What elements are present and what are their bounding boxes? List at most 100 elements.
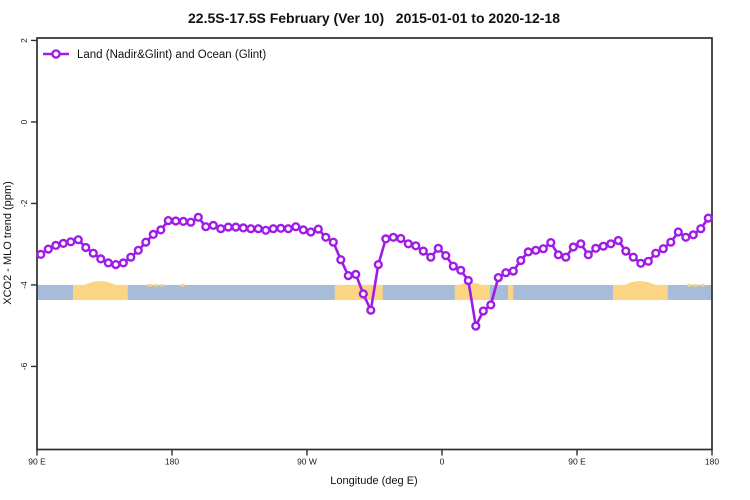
chart-title: 22.5S-17.5S February (Ver 10) 2015-01-01…: [188, 10, 560, 26]
data-point-marker: [343, 271, 353, 281]
data-point-marker: [208, 220, 218, 231]
data-point-marker: [306, 227, 316, 237]
surface-band-island-mark: [687, 283, 692, 287]
data-point-marker: [411, 241, 421, 251]
data-point-marker: [538, 244, 548, 254]
data-point-marker: [478, 306, 488, 316]
data-point-marker: [126, 252, 136, 262]
data-point-marker: [448, 261, 458, 271]
data-point-marker: [508, 266, 518, 276]
data-point-marker: [231, 222, 241, 232]
data-point-marker: [178, 216, 188, 227]
y-tick-label: -6: [19, 362, 29, 370]
data-point-marker: [501, 268, 511, 278]
data-point-marker: [283, 224, 293, 234]
data-point-marker: [366, 305, 376, 315]
data-point-marker: [666, 237, 676, 247]
plot-area: 90 E 180 90 W 0 90 E 180 2 0 -2 -4 -6: [19, 37, 719, 467]
y-tick-label: 0: [19, 119, 29, 124]
data-point-marker: [658, 244, 668, 254]
data-point-marker: [238, 223, 248, 233]
surface-band-island-mark: [154, 283, 158, 287]
plot-border: [36, 37, 713, 451]
data-point-marker: [351, 269, 361, 280]
data-point-marker: [103, 258, 113, 268]
data-point-marker: [171, 216, 181, 226]
data-point-marker: [651, 248, 661, 258]
data-point-marker: [111, 260, 121, 270]
data-point-marker: [696, 224, 706, 234]
data-point-marker: [373, 260, 383, 270]
data-point-marker: [358, 289, 368, 299]
data-point-marker: [598, 241, 608, 251]
data-point-marker: [268, 224, 278, 234]
data-point-marker: [418, 246, 428, 256]
data-point-marker: [381, 234, 391, 244]
surface-band-land-hump: [82, 280, 118, 286]
data-point-marker: [673, 227, 683, 237]
data-point-marker: [163, 216, 173, 226]
data-point-marker: [621, 246, 631, 256]
surface-band-land: [508, 284, 514, 301]
y-tick-label: 2: [19, 38, 29, 43]
surface-band-island-mark: [700, 283, 705, 287]
data-point-marker: [433, 243, 443, 253]
surface-band-land: [454, 284, 490, 301]
data-point-marker: [253, 224, 263, 234]
data-point-marker: [88, 248, 98, 258]
data-point-marker: [321, 232, 331, 242]
x-tick-label: 90 W: [297, 457, 317, 467]
data-point-marker: [426, 252, 436, 262]
data-point-marker: [216, 224, 226, 234]
data-point-marker: [523, 247, 533, 257]
data-point-marker: [636, 258, 646, 268]
data-point-marker: [96, 254, 106, 264]
surface-band-land: [613, 284, 668, 301]
x-tick-label: 0: [440, 457, 445, 467]
x-tick-label: 90 E: [568, 457, 586, 467]
data-point-marker: [703, 213, 713, 223]
y-tick-label: -4: [19, 281, 29, 289]
data-point-marker: [156, 225, 166, 235]
surface-band-island-mark: [160, 283, 164, 287]
data-point-marker: [141, 237, 151, 247]
data-point-marker: [441, 251, 451, 261]
data-point-marker: [186, 217, 196, 227]
data-point-marker: [81, 242, 91, 253]
y-axis-title: XCO2 - MLO trend (ppm): [2, 181, 14, 304]
data-point-marker: [486, 300, 496, 310]
data-point-marker: [58, 238, 68, 249]
data-point-marker: [51, 240, 61, 251]
surface-band-land: [334, 284, 383, 301]
data-point-marker: [201, 222, 211, 232]
legend: Land (Nadir&Glint) and Ocean (Glint): [43, 49, 266, 61]
x-tick-label: 180: [705, 457, 719, 467]
data-point-marker: [388, 232, 398, 242]
data-point-marker: [291, 222, 301, 232]
data-point-marker: [66, 237, 76, 247]
data-point-marker: [193, 212, 203, 222]
surface-band-island-mark: [181, 283, 185, 287]
data-point-marker: [628, 252, 638, 262]
data-point-marker: [568, 242, 578, 252]
legend-marker: [51, 49, 61, 59]
surface-band-island-mark: [694, 283, 698, 287]
data-point-marker: [396, 233, 406, 244]
data-point-marker: [546, 238, 556, 248]
data-point-marker: [148, 229, 158, 240]
data-point-marker: [606, 239, 616, 249]
data-point-marker: [643, 256, 653, 266]
data-point-marker: [73, 235, 83, 245]
x-axis-title: Longitude (deg E): [330, 475, 417, 487]
data-point-marker: [336, 255, 346, 265]
data-point-marker: [261, 225, 271, 235]
x-tick-label: 90 E: [28, 457, 46, 467]
data-point-marker: [328, 237, 338, 247]
data-point-marker: [246, 224, 256, 234]
data-point-marker: [276, 223, 286, 233]
data-point-marker: [576, 239, 586, 249]
surface-band-land-hump: [622, 280, 658, 286]
data-point-marker: [613, 235, 623, 246]
